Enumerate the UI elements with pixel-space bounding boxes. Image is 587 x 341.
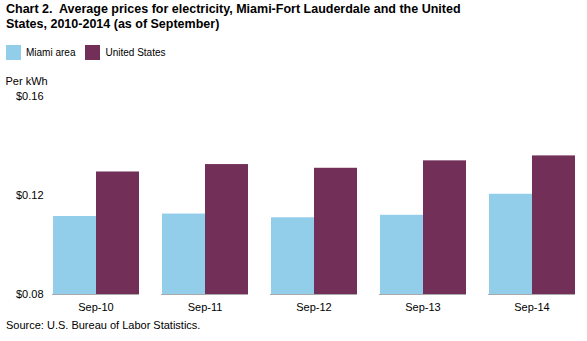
html-text:United States: United States — [105, 47, 166, 58]
html-text:Miami area: Miami area — [26, 47, 76, 58]
svg-text:$0.08: $0.08 — [16, 288, 44, 300]
svg-text:$0.12: $0.12 — [16, 189, 44, 201]
svg-text:Sep-11: Sep-11 — [188, 301, 223, 313]
svg-text:$0.16: $0.16 — [16, 90, 44, 102]
svg-text:Sep-14: Sep-14 — [514, 301, 549, 313]
svg-text:Per kWh: Per kWh — [6, 75, 48, 87]
svg-text:Sep-13: Sep-13 — [405, 301, 440, 313]
svg-text:Sep-12: Sep-12 — [296, 301, 331, 313]
html-text:Source: U.S. Bureau of Labor S: Source: U.S. Bureau of Labor Statistics. — [6, 319, 201, 331]
svg-text:Sep-10: Sep-10 — [78, 301, 113, 313]
html-text:Chart 2. Average prices for el: Chart 2. Average prices for electricity,… — [6, 2, 461, 31]
